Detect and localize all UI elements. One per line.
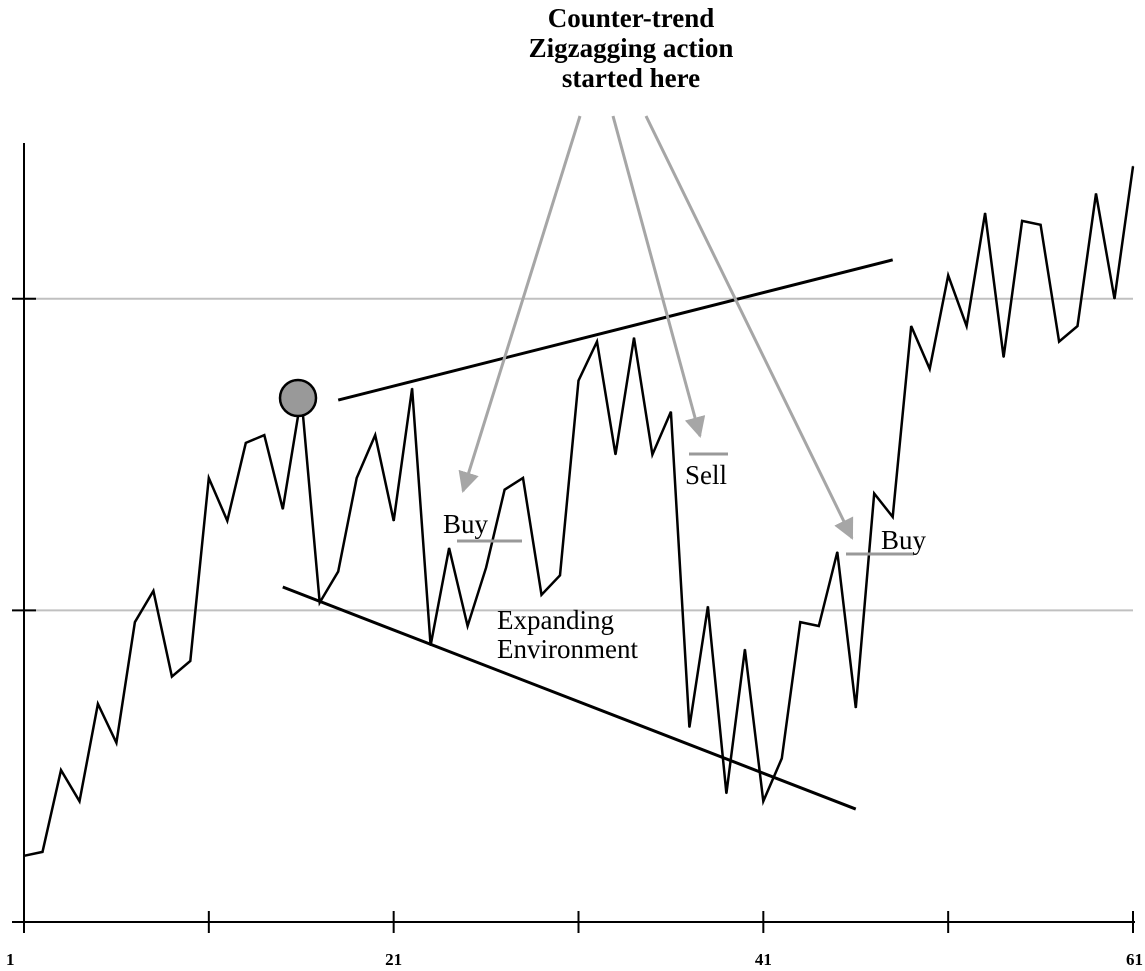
data-point (485, 566, 487, 569)
x-tick-labels: 1 21 41 61 (6, 950, 1143, 969)
data-point (781, 757, 783, 760)
highlight-marker-layer (278, 378, 318, 418)
data-point (263, 434, 265, 436)
data-point (1003, 356, 1005, 358)
axes (12, 143, 1135, 933)
data-point (1113, 298, 1116, 300)
data-point (744, 648, 746, 650)
data-point (522, 477, 524, 479)
x-tick-label: 1 (6, 950, 15, 969)
data-point (393, 520, 395, 522)
data-point (596, 341, 598, 343)
data-point (208, 477, 210, 479)
data-point (929, 368, 931, 370)
data-point (762, 800, 764, 802)
data-point (411, 387, 413, 389)
data-point (152, 590, 154, 592)
data-point (41, 851, 44, 853)
buy-label-1: Buy (443, 509, 489, 539)
level-marks (457, 452, 914, 556)
data-point (670, 411, 672, 413)
arrow-to-sell (611, 115, 706, 439)
data-point (226, 520, 228, 522)
data-point (189, 660, 191, 662)
data-point (1058, 341, 1060, 343)
data-point (78, 800, 81, 802)
data-point (855, 707, 857, 709)
expanding-label-line-1: Expanding (497, 605, 614, 635)
data-point (1132, 165, 1134, 167)
arrow-to-buy-1 (458, 115, 582, 494)
headline-line-3: started here (562, 63, 700, 93)
arrow-to-buy-2 (644, 115, 854, 540)
data-point (873, 492, 875, 495)
data-point (282, 508, 284, 510)
data-point (1039, 224, 1042, 226)
data-point (503, 489, 506, 491)
data-point (171, 676, 173, 678)
data-point (448, 547, 450, 549)
data-point (374, 434, 376, 436)
data-point (836, 551, 838, 553)
data-point (577, 379, 580, 382)
data-point (467, 625, 469, 627)
data-point (356, 477, 358, 479)
grid-layer (24, 297, 1133, 612)
data-point (966, 325, 968, 327)
data-point (984, 212, 986, 214)
trendline-upper (337, 258, 894, 402)
x-tick-label: 21 (385, 950, 402, 969)
data-point (892, 516, 894, 518)
data-point (97, 703, 99, 705)
data-point (115, 742, 118, 744)
expanding-label-line-2: Environment (497, 634, 638, 664)
trendlines (282, 258, 894, 811)
x-tick-label: 61 (1126, 950, 1143, 969)
data-point (707, 605, 709, 608)
data-point (614, 454, 617, 456)
data-point (688, 726, 691, 728)
data-point (430, 644, 432, 647)
series-layer (23, 165, 1135, 858)
data-point (725, 792, 727, 795)
headline-line-1: Counter-trend (548, 3, 714, 33)
data-point (23, 855, 25, 857)
headline-line-2: Zigzagging action (529, 33, 734, 63)
data-point (540, 594, 543, 596)
data-point (319, 602, 321, 604)
data-point (337, 570, 339, 573)
data-point (633, 337, 635, 339)
data-point (559, 574, 561, 576)
headline-annotation: Counter-trend Zigzagging action started … (529, 3, 734, 93)
x-tick-label: 41 (755, 950, 772, 969)
data-point (60, 769, 62, 771)
data-point (947, 274, 949, 277)
data-point (799, 621, 801, 623)
data-point (1021, 220, 1023, 222)
data-point (1095, 193, 1097, 195)
price-series-line (23, 166, 1135, 858)
data-point (1076, 325, 1079, 327)
highlight-circle-marker (278, 378, 318, 418)
data-point (245, 442, 247, 444)
annotation-arrows (458, 115, 854, 540)
data-point (818, 625, 820, 627)
sell-label: Sell (685, 460, 727, 490)
data-point (910, 325, 912, 327)
data-point (651, 454, 654, 456)
data-point (134, 621, 136, 623)
buy-label-2: Buy (881, 525, 927, 555)
